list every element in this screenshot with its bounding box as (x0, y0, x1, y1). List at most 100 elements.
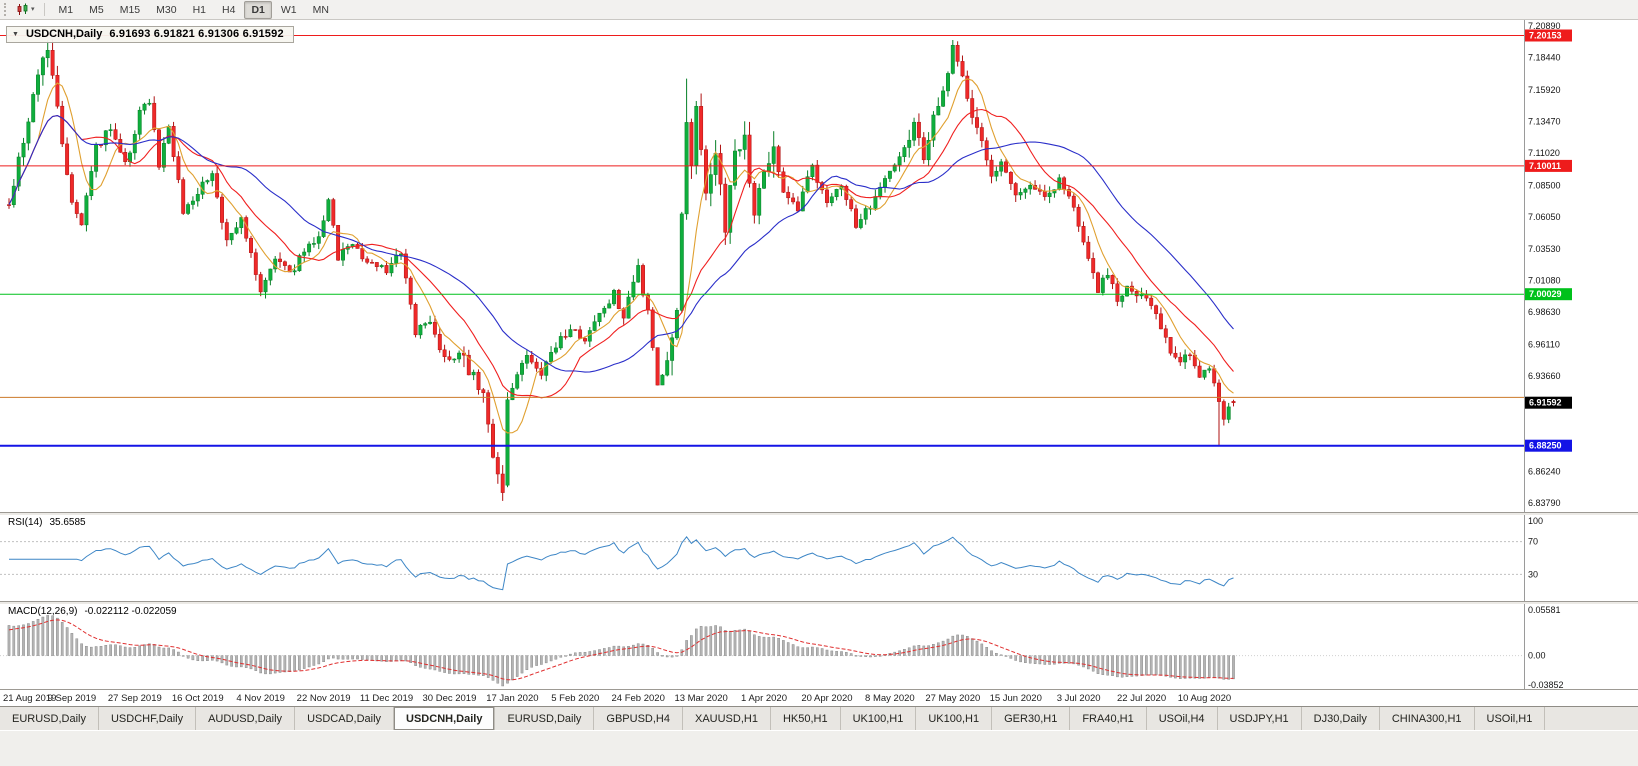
timeframe-buttons-group: M1 M5 M15 M30 H1 H4 D1 W1 MN (51, 0, 337, 19)
chart-tab-bar: EURUSD,Daily USDCHF,Daily AUDUSD,Daily USDC… (0, 707, 1638, 730)
candlesticks (7, 39, 1236, 501)
date-axis-label: 30 Dec 2019 (422, 693, 477, 704)
chart-tab-usoil-h1[interactable]: USOil,H1 (1475, 707, 1546, 730)
chart-tab-usoil-h4[interactable]: USOil,H4 (1147, 707, 1218, 730)
date-axis-label: 27 Sep 2019 (107, 693, 162, 704)
chart-title-bar: ▼ USDCNH,Daily 6.91693 6.91821 6.91306 6… (6, 26, 294, 43)
moving-average-line (8, 115, 1234, 373)
svg-text:6.91592: 6.91592 (1529, 398, 1562, 408)
svg-text:7.13470: 7.13470 (1528, 116, 1561, 126)
svg-text:6.98630: 6.98630 (1528, 307, 1561, 317)
date-axis-label: 16 Oct 2019 (171, 693, 224, 704)
rsi-axis: 100 70 30 (1524, 515, 1543, 601)
macd-values: -0.022112 -0.022059 (84, 606, 177, 617)
chart-tab-xauusd-h1[interactable]: XAUUSD,H1 (683, 707, 771, 730)
date-axis-label: 4 Nov 2019 (236, 693, 285, 704)
pane-resize-handle[interactable] (0, 601, 1638, 604)
svg-text:70: 70 (1528, 537, 1538, 547)
date-axis-label: 13 Mar 2020 (674, 693, 728, 704)
chart-tab-hk50-h1[interactable]: HK50,H1 (771, 707, 841, 730)
svg-text:7.11020: 7.11020 (1528, 148, 1560, 158)
chart-tab-audusd-daily[interactable]: AUDUSD,Daily (196, 707, 296, 730)
price-chart-canvas[interactable]: 7.20890 7.18440 7.15920 7.13470 7.11020 7.085… (0, 20, 1638, 512)
chart-type-button[interactable]: ▾ (13, 2, 38, 17)
chart-tab-eurusd-daily[interactable]: EURUSD,Daily (495, 707, 595, 730)
chart-tab-uk100-h1[interactable]: UK100,H1 (916, 707, 993, 730)
date-axis-label: 22 Nov 2019 (296, 693, 351, 704)
pane-resize-handle[interactable] (0, 512, 1638, 515)
moving-averages (8, 78, 1234, 434)
timeframe-button-d1[interactable]: D1 (244, 0, 272, 19)
svg-text:6.93660: 6.93660 (1528, 371, 1561, 381)
timeframe-button-m1[interactable]: M1 (58, 3, 74, 16)
date-axis-label: 15 Jun 2020 (989, 693, 1042, 704)
timeframe-toolbar: ▾ M1 M5 M15 M30 H1 H4 D1 W1 MN (0, 0, 1638, 20)
one-click-trading-toggle-icon[interactable]: ▼ (12, 30, 19, 38)
rsi-value: 35.6585 (49, 517, 86, 528)
svg-text:100: 100 (1528, 516, 1543, 526)
chart-tab-eurusd-daily[interactable]: EURUSD,Daily (0, 707, 99, 730)
svg-text:0.05581: 0.05581 (1528, 605, 1561, 615)
macd-indicator-pane: 0.05581 0.00 -0.03852 MACD(12,26,9) -0.0221… (0, 604, 1638, 689)
chart-tab-fra40-h1[interactable]: FRA40,H1 (1070, 707, 1147, 730)
moving-average-line (8, 78, 1234, 434)
rsi-line (9, 535, 1234, 591)
macd-name: MACD(12,26,9) (8, 606, 78, 617)
date-axis-label: 24 Feb 2020 (611, 693, 665, 704)
rsi-name: RSI(14) (8, 517, 43, 528)
chart-tab-usdcad-daily[interactable]: USDCAD,Daily (295, 707, 395, 730)
date-axis-label: 10 Aug 2020 (1177, 693, 1232, 704)
toolbar-drag-handle[interactable] (4, 3, 9, 16)
chart-tab-uk100-h1[interactable]: UK100,H1 (841, 707, 917, 730)
rsi-indicator-label: RSI(14) 35.6585 (8, 517, 86, 528)
time-axis[interactable]: 21 Aug 2019 9 Sep 2019 27 Sep 2019 16 Oct 2… (0, 689, 1638, 707)
rsi-levels (0, 541, 1524, 575)
horizontal-level-lines (0, 35, 1524, 447)
svg-text:7.18440: 7.18440 (1528, 53, 1561, 63)
candlestick-chart-icon (17, 3, 28, 15)
chart-tab-dj30-daily[interactable]: DJ30,Daily (1302, 707, 1380, 730)
svg-text:6.88250: 6.88250 (1529, 441, 1562, 451)
svg-text:6.86240: 6.86240 (1528, 467, 1561, 477)
timeframe-button-h1[interactable]: H1 (192, 3, 207, 16)
macd-histogram (7, 615, 1235, 687)
chart-tab-ger30-h1[interactable]: GER30,H1 (992, 707, 1071, 730)
svg-text:6.96110: 6.96110 (1528, 340, 1560, 350)
timeframe-button-w1[interactable]: W1 (280, 3, 297, 16)
macd-indicator-label: MACD(12,26,9) -0.022112 -0.022059 (8, 606, 177, 617)
svg-text:7.15920: 7.15920 (1528, 85, 1561, 95)
date-axis-label: 1 Apr 2020 (741, 693, 788, 704)
price-axis: 7.20890 7.18440 7.15920 7.13470 7.11020 7.085… (1524, 20, 1572, 512)
svg-text:7.00029: 7.00029 (1529, 289, 1562, 299)
svg-text:7.10011: 7.10011 (1529, 161, 1561, 171)
svg-text:0.00: 0.00 (1528, 651, 1546, 661)
svg-text:-0.03852: -0.03852 (1528, 680, 1564, 689)
timeframe-button-m30[interactable]: M30 (156, 3, 177, 16)
chart-tab-usdjpy-h1[interactable]: USDJPY,H1 (1218, 707, 1302, 730)
timeframe-button-m15[interactable]: M15 (119, 3, 141, 16)
date-axis-label: 27 May 2020 (925, 693, 981, 704)
macd-axis: 0.05581 0.00 -0.03852 (1524, 604, 1564, 689)
date-axis-label: 9 Sep 2019 (47, 693, 97, 704)
chart-tab-usdchf-daily[interactable]: USDCHF,Daily (99, 707, 197, 730)
chart-ohlc-readout: 6.91693 6.91821 6.91306 6.91592 (109, 28, 284, 40)
moving-average-line (8, 108, 1234, 399)
chart-tab-usdcnh-daily[interactable]: USDCNH,Daily (394, 707, 496, 730)
date-axis-label: 21 Aug 2019 (3, 693, 57, 704)
date-axis-label: 17 Jan 2020 (486, 693, 539, 704)
chart-tab-gbpusd-h4[interactable]: GBPUSD,H4 (594, 707, 683, 730)
timeframe-button-mn[interactable]: MN (312, 3, 329, 16)
timeframe-button-m5[interactable]: M5 (89, 3, 104, 16)
chart-tab-china300-h1[interactable]: CHINA300,H1 (1380, 707, 1475, 730)
svg-text:7.08500: 7.08500 (1528, 180, 1561, 190)
svg-text:30: 30 (1528, 569, 1538, 579)
date-axis-label: 5 Feb 2020 (551, 693, 600, 704)
date-axis-label: 20 Apr 2020 (801, 693, 853, 704)
rsi-indicator-canvas[interactable]: 100 70 30 (0, 515, 1638, 601)
svg-text:6.83790: 6.83790 (1528, 498, 1561, 508)
timeframe-button-h4[interactable]: H4 (222, 3, 236, 16)
date-axis-label: 22 Jul 2020 (1116, 693, 1167, 704)
macd-indicator-canvas[interactable]: 0.05581 0.00 -0.03852 (0, 604, 1638, 689)
svg-text:7.20890: 7.20890 (1528, 21, 1561, 31)
